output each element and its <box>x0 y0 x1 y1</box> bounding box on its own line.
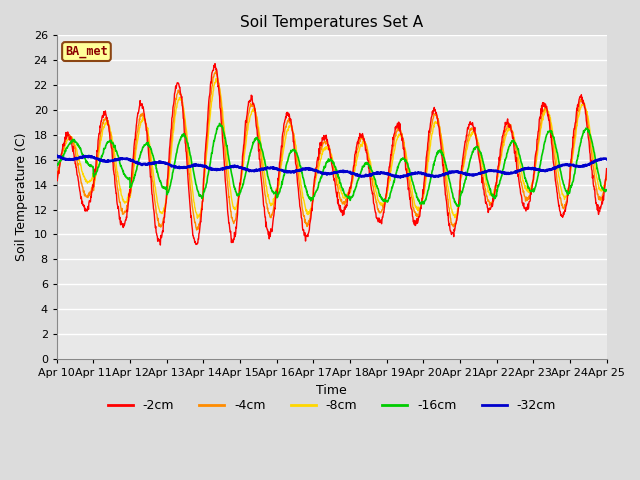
-2cm <box>418 199 426 205</box>
Line: -4cm: -4cm <box>57 71 607 230</box>
-4cm <box>212 68 220 74</box>
-32cm <box>603 156 611 162</box>
-32cm <box>162 161 170 167</box>
-2cm <box>163 200 170 206</box>
-4cm <box>53 178 61 184</box>
-8cm <box>212 76 220 82</box>
-32cm <box>489 168 497 174</box>
-16cm <box>603 188 611 193</box>
-8cm <box>603 172 611 178</box>
-32cm <box>538 168 545 173</box>
-2cm <box>237 170 245 176</box>
-8cm <box>193 216 201 221</box>
-2cm <box>211 61 219 67</box>
-4cm <box>490 194 497 200</box>
-32cm <box>53 153 61 158</box>
Line: -2cm: -2cm <box>57 64 607 245</box>
-4cm <box>175 88 183 94</box>
Legend: -2cm, -4cm, -8cm, -16cm, -32cm: -2cm, -4cm, -8cm, -16cm, -32cm <box>102 395 561 418</box>
Line: -16cm: -16cm <box>57 123 607 206</box>
-16cm <box>490 194 497 200</box>
-8cm <box>53 172 61 178</box>
-4cm <box>538 113 546 119</box>
-2cm <box>157 242 164 248</box>
-16cm <box>538 152 546 158</box>
-4cm <box>418 200 426 205</box>
-4cm <box>193 227 200 233</box>
Line: -32cm: -32cm <box>57 156 607 178</box>
-8cm <box>237 176 245 181</box>
-2cm <box>603 166 611 171</box>
-4cm <box>162 202 170 208</box>
-8cm <box>538 119 546 125</box>
-16cm <box>216 120 223 126</box>
-16cm <box>162 186 170 192</box>
-2cm <box>490 198 497 204</box>
-8cm <box>162 199 170 205</box>
-8cm <box>175 96 183 102</box>
Text: BA_met: BA_met <box>65 45 108 58</box>
-32cm <box>175 164 183 169</box>
-8cm <box>490 190 497 195</box>
Line: -8cm: -8cm <box>57 79 607 218</box>
-4cm <box>237 172 245 178</box>
X-axis label: Time: Time <box>316 384 347 396</box>
Title: Soil Temperatures Set A: Soil Temperatures Set A <box>240 15 423 30</box>
-2cm <box>53 178 61 183</box>
-2cm <box>175 84 183 90</box>
-32cm <box>417 170 425 176</box>
Y-axis label: Soil Temperature (C): Soil Temperature (C) <box>15 133 28 262</box>
-16cm <box>417 200 425 206</box>
-32cm <box>237 164 244 170</box>
-16cm <box>175 140 183 145</box>
-16cm <box>53 162 61 168</box>
-4cm <box>603 171 611 177</box>
-32cm <box>397 175 404 180</box>
-2cm <box>538 109 546 115</box>
-8cm <box>418 200 426 205</box>
-16cm <box>237 187 245 193</box>
-16cm <box>455 204 463 209</box>
